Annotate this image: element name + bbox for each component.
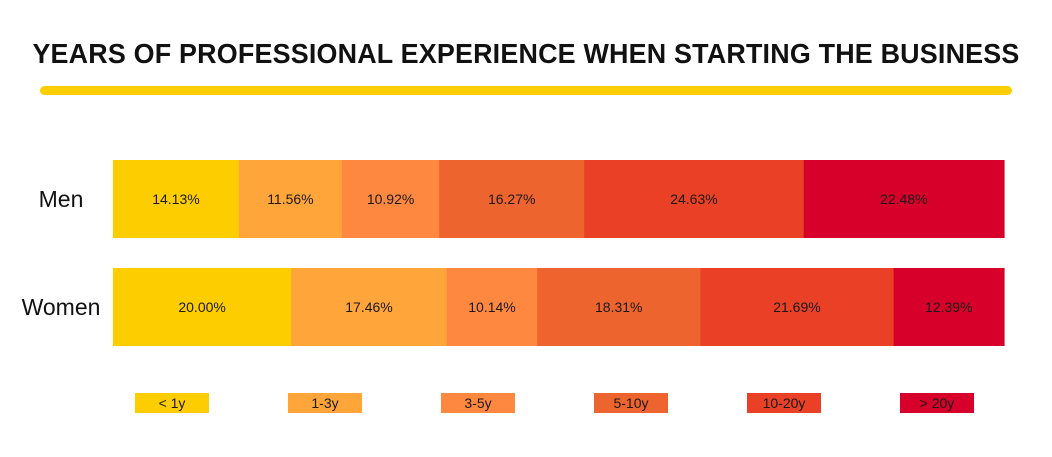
bar-segment-men-5 [584, 160, 805, 238]
title-underline [40, 86, 1012, 95]
data-label-men-1: 14.13% [152, 191, 199, 207]
data-label-men-6: 22.48% [880, 191, 927, 207]
bar-segment-women-3 [446, 268, 538, 346]
bar-segment-women-6 [893, 268, 1005, 346]
row-label-men: Men [39, 186, 84, 212]
legend-label-2: 1-3y [311, 395, 338, 411]
data-label-men-2: 11.56% [267, 191, 313, 207]
bar-segment-men-2 [238, 160, 343, 238]
bar-segment-women-4 [537, 268, 701, 346]
legend-label-3: 3-5y [464, 395, 491, 411]
data-label-women-6: 12.39% [925, 299, 972, 315]
data-label-men-5: 24.63% [670, 191, 717, 207]
legend-label-4: 5-10y [613, 395, 648, 411]
data-label-women-5: 21.69% [773, 299, 820, 315]
data-label-men-4: 16.27% [488, 191, 535, 207]
data-label-women-1: 20.00% [178, 299, 225, 315]
data-label-women-4: 18.31% [595, 299, 642, 315]
legend-swatch-5 [747, 393, 821, 413]
bar-segment-men-3 [341, 160, 440, 238]
legend-label-6: > 20y [920, 395, 955, 411]
legend-label-1: < 1y [159, 395, 186, 411]
bar-segment-men-4 [439, 160, 585, 238]
bar-segment-men-1 [113, 160, 240, 238]
legend-swatch-1 [135, 393, 209, 413]
bar-segment-women-2 [291, 268, 448, 346]
bar-segment-women-1 [113, 268, 292, 346]
data-label-women-2: 17.46% [345, 299, 392, 315]
bar-segment-men-6 [803, 160, 1005, 238]
row-label-women: Women [22, 294, 101, 320]
chart-title: YEARS OF PROFESSIONAL EXPERIENCE WHEN ST… [32, 38, 1020, 69]
legend-swatch-4 [594, 393, 668, 413]
bar-segment-women-5 [700, 268, 895, 346]
data-label-women-3: 10.14% [468, 299, 515, 315]
legend-swatch-6 [900, 393, 974, 413]
legend-swatch-3 [441, 393, 515, 413]
legend-swatch-2 [288, 393, 362, 413]
data-label-men-3: 10.92% [367, 191, 414, 207]
legend-label-5: 10-20y [763, 395, 806, 411]
